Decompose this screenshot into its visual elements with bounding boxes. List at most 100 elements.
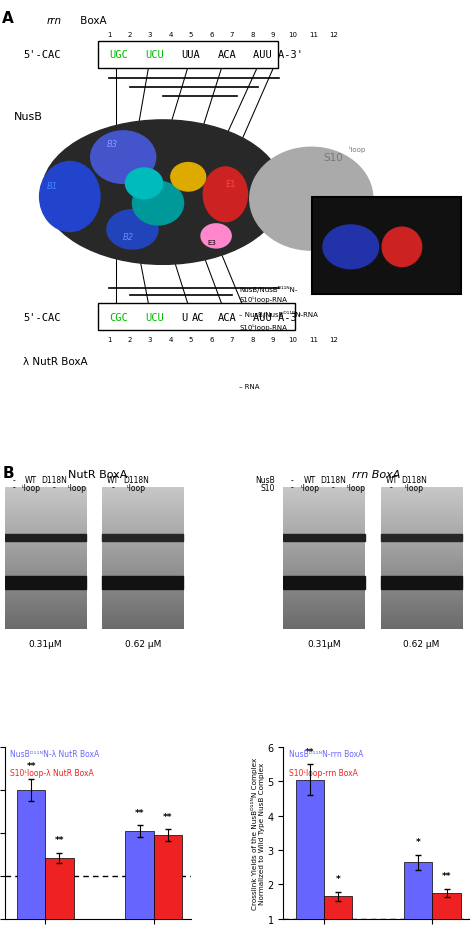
Text: 4: 4 — [168, 336, 173, 342]
Text: NusB/NusBᴰ¹¹ᴺN-: NusB/NusBᴰ¹¹ᴺN- — [239, 286, 298, 293]
Text: 9: 9 — [271, 336, 275, 342]
Text: S10ᴸloop-λ NutR BoxA: S10ᴸloop-λ NutR BoxA — [10, 767, 94, 777]
Text: 0.62 μM: 0.62 μM — [125, 639, 161, 649]
Text: rrn: rrn — [46, 16, 62, 26]
FancyBboxPatch shape — [98, 304, 295, 331]
Ellipse shape — [91, 132, 155, 184]
Text: **: ** — [305, 747, 315, 755]
Text: D118N: D118N — [401, 475, 428, 484]
Ellipse shape — [250, 148, 373, 251]
Text: 0.31μM: 0.31μM — [28, 639, 62, 649]
Text: 8: 8 — [250, 32, 255, 38]
Text: – NusB/NusBᴰ¹¹ᴺN-RNA: – NusB/NusBᴰ¹¹ᴺN-RNA — [239, 311, 318, 318]
Text: UCU: UCU — [145, 50, 164, 60]
Bar — [102, 576, 183, 589]
Text: WT: WT — [25, 475, 37, 484]
Text: 3: 3 — [148, 32, 152, 38]
Text: AC: AC — [191, 313, 204, 323]
Text: -: - — [390, 483, 393, 492]
Text: 9: 9 — [271, 32, 275, 38]
Text: -: - — [12, 475, 15, 484]
Text: **: ** — [442, 871, 451, 881]
Text: ACA: ACA — [218, 313, 236, 323]
Text: ᴸloop: ᴸloop — [346, 483, 365, 492]
Text: S10ᴸloop-rrn BoxA: S10ᴸloop-rrn BoxA — [289, 767, 358, 777]
FancyBboxPatch shape — [98, 42, 278, 69]
Text: NusBᴰ¹¹ᴺN-rrn BoxA: NusBᴰ¹¹ᴺN-rrn BoxA — [289, 749, 364, 758]
Text: 1: 1 — [107, 32, 111, 38]
Text: 2: 2 — [128, 336, 132, 342]
Text: 0.31μM: 0.31μM — [307, 639, 341, 649]
Text: 0.62 μM: 0.62 μM — [403, 639, 440, 649]
Text: E3: E3 — [208, 239, 217, 246]
Bar — [283, 535, 365, 542]
Bar — [17, 790, 46, 928]
Y-axis label: Crosslink Yields of the NusBᴰ¹¹ᴺN Complex
Normalized to Wild Type NusB Complex: Crosslink Yields of the NusBᴰ¹¹ᴺN Comple… — [251, 757, 264, 909]
Text: -: - — [111, 483, 114, 492]
Text: WT: WT — [304, 475, 316, 484]
Ellipse shape — [42, 121, 283, 265]
Text: **: ** — [163, 812, 173, 821]
Text: NusB: NusB — [255, 475, 274, 484]
Text: NusB: NusB — [14, 111, 43, 122]
Text: 10: 10 — [289, 336, 298, 342]
Text: 3: 3 — [148, 336, 152, 342]
Text: WT: WT — [385, 475, 398, 484]
Ellipse shape — [382, 228, 422, 267]
Text: 5: 5 — [189, 32, 193, 38]
Text: *: * — [336, 874, 340, 883]
Bar — [154, 835, 182, 928]
Text: 7: 7 — [229, 336, 234, 342]
Text: ᴸloop: ᴸloop — [405, 483, 424, 492]
Text: UUA: UUA — [181, 50, 200, 60]
Ellipse shape — [203, 168, 247, 223]
Text: UCU: UCU — [145, 313, 164, 323]
Text: 6: 6 — [209, 336, 214, 342]
Bar — [46, 857, 73, 928]
Text: AUU A-3': AUU A-3' — [253, 313, 303, 323]
Text: -: - — [291, 475, 294, 484]
Ellipse shape — [126, 169, 163, 200]
Text: S10ᴸloop-RNA: S10ᴸloop-RNA — [239, 324, 287, 331]
Text: λ NutR BoxA: λ NutR BoxA — [23, 357, 88, 367]
Text: 4: 4 — [168, 32, 173, 38]
Text: ACA: ACA — [218, 50, 236, 60]
Text: B3: B3 — [107, 140, 118, 149]
Text: 1: 1 — [107, 336, 111, 342]
Text: D118N: D118N — [123, 475, 149, 484]
Text: **: ** — [135, 807, 145, 817]
Bar — [102, 535, 183, 542]
Text: -: - — [12, 483, 15, 492]
Text: -: - — [53, 483, 55, 492]
FancyBboxPatch shape — [312, 199, 461, 295]
Text: UGC: UGC — [109, 50, 128, 60]
Text: 11: 11 — [309, 336, 318, 342]
Text: 5: 5 — [189, 336, 193, 342]
Ellipse shape — [171, 163, 206, 192]
Bar — [381, 576, 462, 589]
Text: A: A — [2, 11, 14, 27]
Text: -: - — [332, 483, 334, 492]
Bar — [283, 576, 365, 589]
Text: **: ** — [55, 835, 64, 844]
Bar — [5, 535, 86, 542]
Text: S10: S10 — [323, 153, 343, 163]
Text: 12: 12 — [329, 336, 338, 342]
Text: 10: 10 — [289, 32, 298, 38]
Text: WT: WT — [107, 475, 119, 484]
Bar — [324, 896, 352, 928]
Text: 5'-CAC: 5'-CAC — [23, 50, 61, 60]
Ellipse shape — [201, 225, 231, 249]
Text: ᴸloop: ᴸloop — [22, 483, 41, 492]
Text: – RNA: – RNA — [239, 384, 260, 390]
Text: 12: 12 — [329, 32, 338, 38]
Ellipse shape — [107, 211, 158, 250]
Text: 11: 11 — [309, 32, 318, 38]
Bar — [126, 831, 154, 928]
Bar — [381, 535, 462, 542]
Title: NutR BoxA: NutR BoxA — [68, 470, 128, 480]
Text: ᴸloop: ᴸloop — [126, 483, 145, 492]
Text: ᴸloop: ᴸloop — [301, 483, 319, 492]
Text: CGC: CGC — [109, 313, 128, 323]
Text: 2: 2 — [128, 32, 132, 38]
